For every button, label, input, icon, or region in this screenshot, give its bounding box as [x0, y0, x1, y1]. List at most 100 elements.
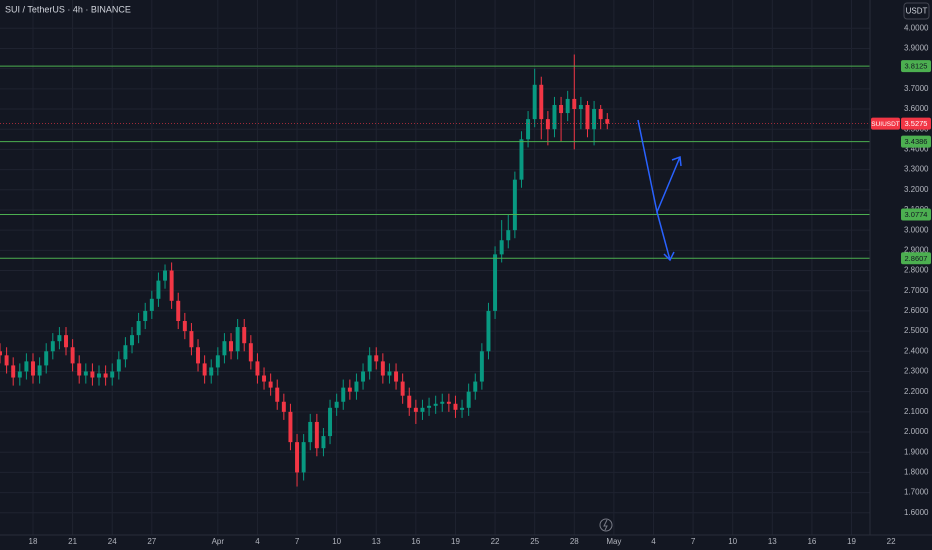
arrow-head [671, 155, 682, 167]
candle-body [235, 327, 240, 352]
y-tick-label: 4.0000 [904, 23, 929, 32]
candle-body [328, 407, 333, 437]
candle-body [493, 254, 498, 311]
candle-body [64, 335, 68, 348]
x-tick-label: 10 [332, 537, 341, 546]
candle-body [301, 442, 306, 473]
candle-body [57, 335, 62, 342]
candle-body [341, 387, 346, 402]
symbol-label: SUIUSDT [871, 121, 900, 128]
x-tick-label: 24 [108, 537, 117, 546]
candle-body [50, 341, 55, 352]
y-tick-label: 2.8000 [904, 266, 929, 275]
candle-body [103, 373, 108, 378]
candle-body [222, 341, 227, 356]
candle-body [97, 373, 101, 378]
x-tick-label: 4 [255, 537, 260, 546]
last-price-label: 3.5275 [905, 119, 928, 128]
candle-body [526, 119, 531, 140]
candle-body [229, 341, 234, 352]
chart-title: SUI / TetherUS · 4h · BINANCE [5, 4, 131, 14]
level-label: 3.8125 [905, 62, 928, 71]
candle-body [281, 401, 286, 412]
candle-body [592, 109, 597, 130]
candle-body [440, 401, 445, 404]
y-tick-label: 3.0000 [904, 225, 929, 234]
y-tick-label: 3.7000 [904, 84, 929, 93]
forecast-arrows [637, 119, 682, 262]
candle-body [427, 405, 432, 408]
y-tick-label: 3.6000 [904, 104, 929, 113]
candle-body [209, 367, 214, 376]
candle-body [163, 270, 168, 281]
grid-layer [0, 0, 870, 535]
candle-body [268, 381, 273, 388]
candle-body [486, 310, 491, 352]
y-tick-label: 2.5000 [904, 326, 929, 335]
candle-body [196, 347, 201, 364]
candle-body [394, 371, 399, 382]
candle-body [433, 403, 438, 406]
candle-body [77, 363, 82, 376]
last-price-tag [901, 117, 931, 130]
candle-body [605, 119, 610, 124]
y-tick-label: 1.8000 [904, 468, 929, 477]
candle-body [248, 343, 253, 362]
x-tick-label: 16 [411, 537, 420, 546]
candle-body [123, 345, 128, 360]
arrow-head [663, 251, 675, 262]
candle-body [578, 104, 583, 110]
replay-icon[interactable] [599, 518, 613, 532]
candle-body [473, 381, 478, 392]
candle-body [506, 230, 511, 241]
y-tick-label: 1.6000 [904, 508, 929, 517]
x-tick-label: 22 [887, 537, 896, 546]
candle-body [585, 104, 590, 130]
candle-body [143, 310, 148, 321]
x-tick-label: Apr [212, 537, 225, 546]
y-tick-label: 2.1000 [904, 407, 929, 416]
candle-body [136, 321, 141, 336]
candle-body [0, 351, 2, 356]
candle-body [215, 355, 220, 368]
candle-body [242, 327, 247, 344]
candle-body [149, 298, 154, 311]
candle-body [347, 387, 352, 392]
y-tick-label: 3.3000 [904, 165, 929, 174]
currency-button[interactable] [903, 2, 930, 20]
candle-body [189, 331, 194, 348]
candle-body [413, 407, 418, 412]
icon-circle[interactable] [599, 518, 613, 532]
y-tick-label: 1.7000 [904, 488, 929, 497]
candle-body [572, 98, 577, 110]
candle-body [156, 280, 161, 299]
candle-body [479, 351, 484, 382]
marks-layer [0, 54, 870, 487]
candle-body [295, 442, 300, 473]
x-tick-label: 19 [847, 537, 856, 546]
x-tick-label: May [606, 537, 621, 546]
x-tick-label: 27 [147, 537, 156, 546]
candle-body [44, 351, 49, 366]
candle-body [334, 401, 339, 408]
candle-body [453, 403, 458, 410]
x-tick-label: 7 [295, 537, 300, 546]
x-tick-label: 16 [807, 537, 816, 546]
candle-body [565, 98, 570, 114]
candle-body [499, 240, 504, 255]
candle-body [380, 361, 385, 376]
candle-body [374, 355, 379, 362]
candle-body [24, 361, 29, 372]
icon-bolt[interactable] [603, 519, 608, 531]
y-tick-label: 2.3000 [904, 367, 929, 376]
candle-body [552, 104, 557, 130]
candle-body [262, 375, 267, 382]
x-tick-label: 22 [491, 537, 500, 546]
candle-body [460, 407, 465, 410]
candle-body [512, 179, 517, 231]
candle-body [519, 139, 524, 180]
currency-label[interactable]: USDT [906, 7, 928, 16]
x-tick-label: 7 [691, 537, 696, 546]
